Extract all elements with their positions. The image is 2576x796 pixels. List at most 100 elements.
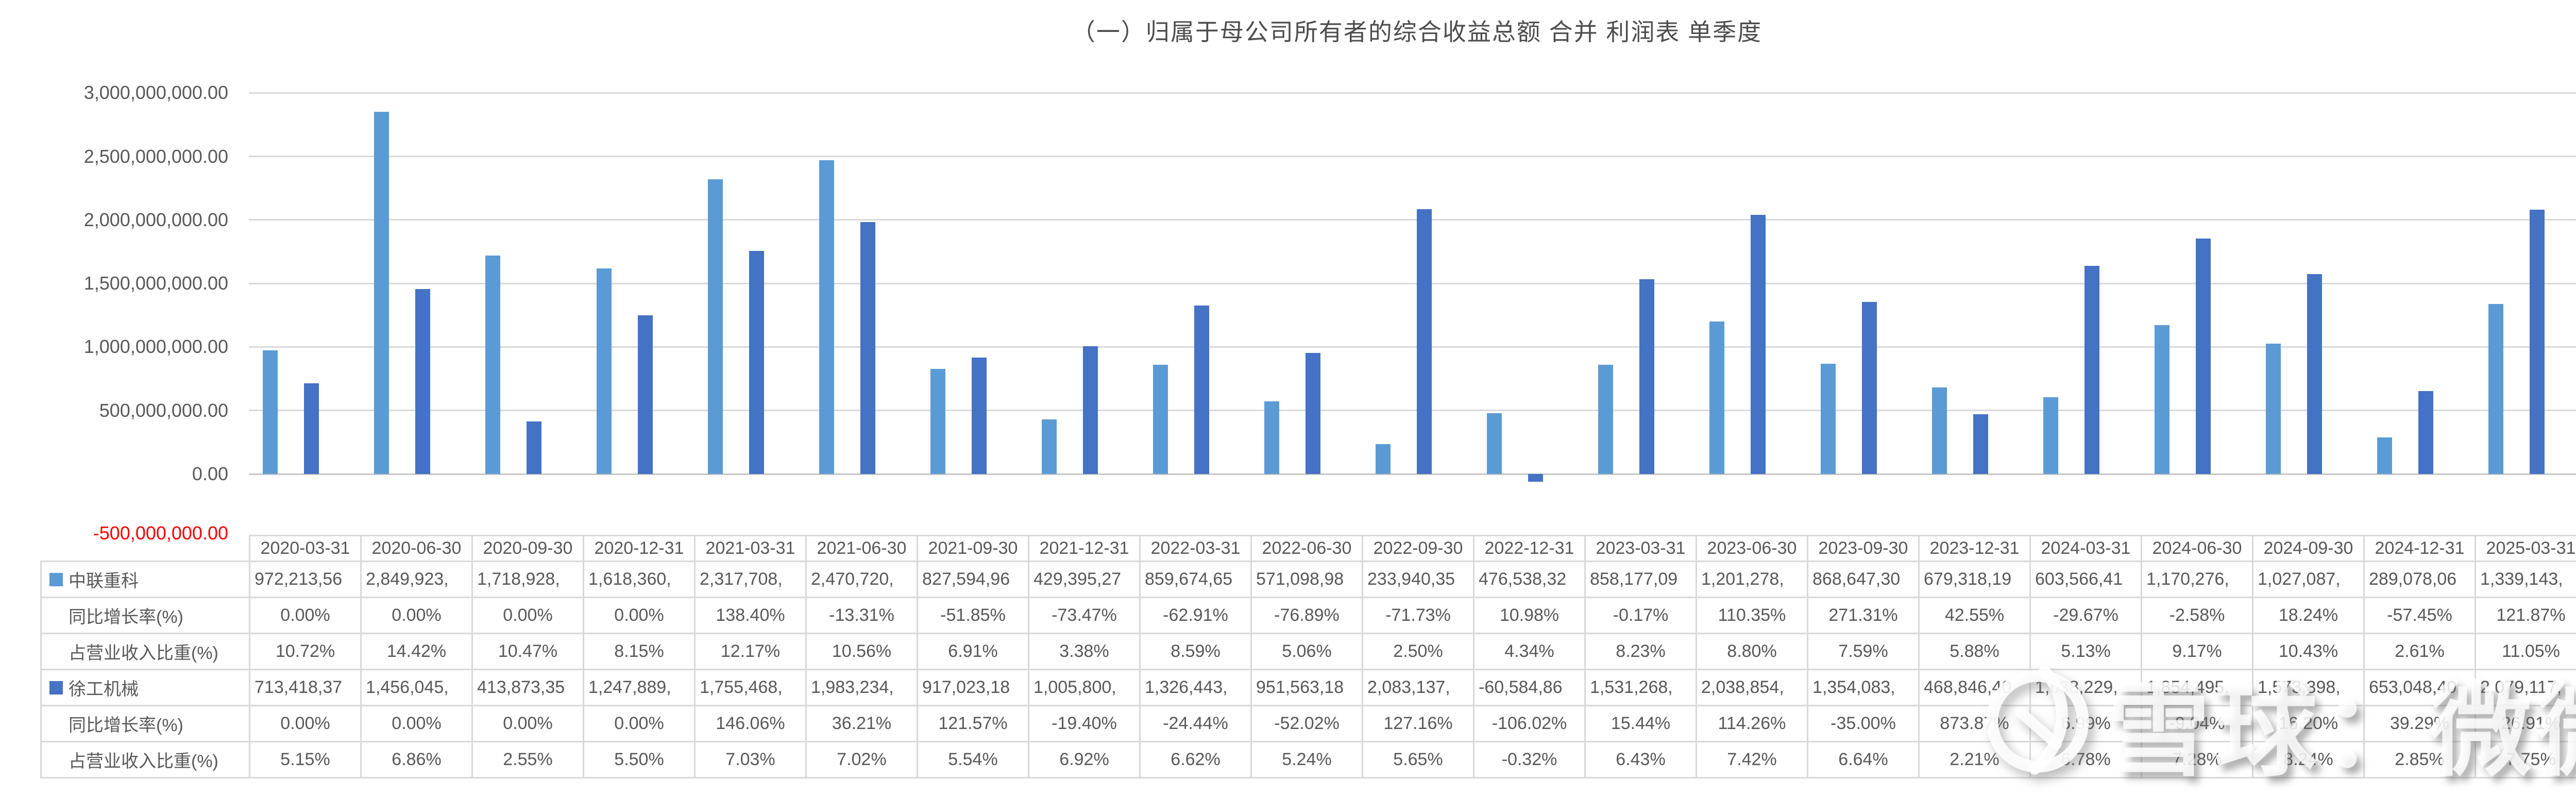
table-header-date: 2025-03-31: [2476, 536, 2576, 562]
table-cell: -106.02%: [1474, 706, 1585, 742]
table-cell: 2.55%: [472, 742, 584, 778]
bar-徐工机械-2024-09-30: [2307, 274, 2322, 474]
table-cell: 1,531,268,: [1585, 670, 1697, 706]
table-header-date: 2020-06-30: [361, 536, 472, 562]
bar-徐工机械-2020-03-31: [304, 383, 319, 474]
table-cell: 2,470,720,: [806, 562, 918, 598]
table-cell: -51.85%: [918, 598, 1029, 634]
table-cell: 10.47%: [472, 634, 584, 670]
table-header-date: 2020-12-31: [584, 536, 695, 562]
row-label-text: 同比增长率(%): [69, 716, 183, 735]
table-row: 同比增长率(%)0.00%0.00%0.00%0.00%138.40%-13.3…: [41, 598, 2576, 634]
table-cell: 2,038,854,: [1697, 670, 1808, 706]
table-cell: 2,079,117,: [2476, 670, 2576, 706]
table-cell: 10.98%: [1474, 598, 1585, 634]
bar-徐工机械-2020-06-30: [415, 289, 430, 474]
table-header-date: 2021-12-31: [1029, 536, 1140, 562]
row-label-text: 徐工机械: [69, 680, 139, 699]
table-header-date: 2021-09-30: [918, 536, 1029, 562]
table-cell: 233,940,35: [1363, 562, 1474, 598]
table-header-date: 2024-09-30: [2253, 536, 2364, 562]
table-cell: -0.17%: [1585, 598, 1697, 634]
chart-title: （一）归属于母公司所有者的综合收益总额 合并 利润表 单季度: [0, 13, 2576, 47]
table-cell: -76.89%: [1251, 598, 1363, 634]
table-cell: 271.31%: [1808, 598, 1919, 634]
table-cell: -9.04%: [2142, 706, 2253, 742]
bar-中联重科-2024-06-30: [2155, 325, 2170, 474]
table-row: 占营业收入比重(%)5.15%6.86%2.55%5.50%7.03%7.02%…: [41, 742, 2576, 778]
table-cell: 0.00%: [584, 598, 695, 634]
table-cell: 5.06%: [1251, 634, 1363, 670]
bar-徐工机械-2022-09-30: [1417, 209, 1432, 474]
table-cell: 413,873,35: [472, 670, 584, 706]
table-cell: 4.34%: [1474, 634, 1585, 670]
bar-中联重科-2025-03-31: [2488, 304, 2503, 474]
table-cell: 7.59%: [1808, 634, 1919, 670]
table-cell: 7.03%: [695, 742, 806, 778]
table-cell: 10.43%: [2253, 634, 2364, 670]
table-cell: 2.61%: [2364, 634, 2476, 670]
table-cell: 972,213,56: [250, 562, 361, 598]
table-header-date: 2021-06-30: [806, 536, 918, 562]
table-cell: 6.78%: [2030, 742, 2142, 778]
bar-中联重科-2024-09-30: [2266, 344, 2281, 474]
bar-徐工机械-2025-03-31: [2530, 210, 2545, 474]
table-cell: -35.00%: [1808, 706, 1919, 742]
table-cell: 6.99%: [2030, 706, 2142, 742]
table-cell: 15.44%: [1585, 706, 1697, 742]
y-axis-tick-label: 1,000,000,000.00: [58, 335, 228, 359]
y-axis-tick-label: 1,500,000,000.00: [58, 272, 228, 295]
table-cell: 39.29%: [2364, 706, 2476, 742]
table-cell: 6.64%: [1808, 742, 1919, 778]
table-cell: 5.24%: [1251, 742, 1363, 778]
table-cell: -52.02%: [1251, 706, 1363, 742]
table-cell: -13.31%: [806, 598, 918, 634]
row-label-text: 中联重科: [69, 571, 139, 591]
table-cell: 7.28%: [2142, 742, 2253, 778]
table-cell: 0.00%: [472, 598, 584, 634]
table-cell: 121.87%: [2476, 598, 2576, 634]
table-cell: 3.38%: [1029, 634, 1140, 670]
bar-中联重科-2022-12-31: [1487, 413, 1502, 474]
row-label-中联重科: 中联重科: [41, 562, 250, 598]
row-label-同比增长率(%): 同比增长率(%): [41, 598, 250, 634]
y-axis-tick-label: 3,000,000,000.00: [58, 81, 228, 105]
table-cell: 6.86%: [361, 742, 472, 778]
bar-中联重科-2021-12-31: [1042, 419, 1057, 474]
table-cell: 146.06%: [695, 706, 806, 742]
table-header-date: 2024-12-31: [2364, 536, 2476, 562]
table-header-date: 2024-03-31: [2030, 536, 2142, 562]
table-cell: 10.72%: [250, 634, 361, 670]
table-header-date: 2023-06-30: [1697, 536, 1808, 562]
table-cell: 138.40%: [695, 598, 806, 634]
table-corner-cell: [41, 536, 250, 562]
table-cell: -29.67%: [2030, 598, 2142, 634]
table-cell: 12.17%: [695, 634, 806, 670]
row-label-占营业收入比重(%): 占营业收入比重(%): [41, 634, 250, 670]
y-axis-tick-label: 2,000,000,000.00: [58, 208, 228, 232]
table-cell: 1,354,083,: [1808, 670, 1919, 706]
bar-徐工机械-2024-12-31: [2418, 391, 2433, 474]
bar-中联重科-2023-12-31: [1932, 387, 1947, 474]
y-axis-tick-label: 0.00: [58, 462, 228, 486]
gridline: [249, 156, 2576, 157]
table-cell: 5.15%: [250, 742, 361, 778]
bar-中联重科-2020-09-30: [485, 256, 500, 474]
table-cell: 0.00%: [361, 598, 472, 634]
table-cell: -60,584,86: [1474, 670, 1585, 706]
table-cell: 16.20%: [2253, 706, 2364, 742]
table-header-date: 2022-09-30: [1363, 536, 1474, 562]
table-cell: -62.91%: [1140, 598, 1251, 634]
table-cell: 18.24%: [2253, 598, 2364, 634]
table-cell: 1,638,229,: [2030, 670, 2142, 706]
table-cell: 1,326,443,: [1140, 670, 1251, 706]
table-cell: 2.50%: [1363, 634, 1474, 670]
bar-徐工机械-2021-09-30: [972, 358, 987, 474]
bar-徐工机械-2022-06-30: [1306, 353, 1320, 474]
bar-徐工机械-2022-12-31: [1528, 474, 1543, 482]
table-cell: 0.00%: [472, 706, 584, 742]
table-cell: -71.73%: [1363, 598, 1474, 634]
